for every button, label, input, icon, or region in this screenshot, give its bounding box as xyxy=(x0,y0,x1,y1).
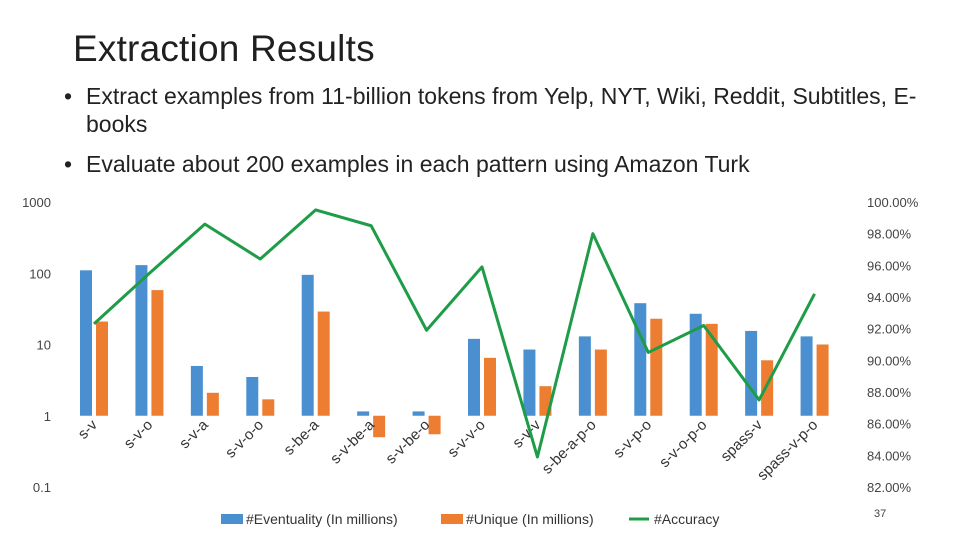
y-right-tick-label: 92.00% xyxy=(867,322,912,337)
category-label: s-v-p-o xyxy=(610,417,655,462)
category-label: s-v-o xyxy=(121,417,157,453)
y-right-tick-label: 86.00% xyxy=(867,417,912,432)
y-right-tick-label: 90.00% xyxy=(867,353,912,368)
category-label: s-v-v-o xyxy=(444,417,488,461)
category-label: spass-v xyxy=(717,416,766,465)
eventuality-bar xyxy=(190,365,203,416)
accuracy-line xyxy=(92,208,816,459)
y-right-tick-label: 96.00% xyxy=(867,258,912,273)
eventuality-bar xyxy=(412,411,425,416)
category-label: s-be-a-p-o xyxy=(539,417,600,478)
unique-bar xyxy=(262,399,275,416)
y-right-tick-label: 98.00% xyxy=(867,227,912,242)
category-label: s-v-a xyxy=(176,416,212,452)
y-left-tick-label: 1000 xyxy=(22,195,51,210)
eventuality-bar xyxy=(468,338,480,416)
bullet-list: • Extract examples from 11-billion token… xyxy=(64,82,924,190)
eventuality-bar xyxy=(80,270,92,416)
eventuality-bar xyxy=(301,274,314,416)
eventuality-bar xyxy=(135,265,148,416)
y-right-tick-label: 82.00% xyxy=(867,480,912,495)
category-label: s-v-o-p-o xyxy=(656,417,710,471)
eventuality-bar xyxy=(246,376,259,416)
unique-bar xyxy=(206,392,219,416)
category-label: s-v xyxy=(75,416,102,443)
unique-bar xyxy=(317,311,330,416)
eventuality-bar xyxy=(578,336,591,416)
bullet-text: Extract examples from 11-billion tokens … xyxy=(86,83,917,137)
y-left-tick-label: 0.1 xyxy=(33,480,51,495)
category-label: s-be-a xyxy=(280,416,323,459)
unique-bar xyxy=(761,360,774,416)
unique-bar xyxy=(650,318,663,416)
y-left-tick-label: 10 xyxy=(37,338,51,353)
unique-bar xyxy=(373,415,386,438)
legend-label: #Accuracy xyxy=(654,511,719,527)
y-right-tick-label: 88.00% xyxy=(867,385,912,400)
eventuality-bar xyxy=(745,330,758,416)
y-left-tick-label: 1 xyxy=(44,409,51,424)
y-right-tick-label: 84.00% xyxy=(867,448,912,463)
legend-swatch xyxy=(221,514,243,524)
bullet-item: • Extract examples from 11-billion token… xyxy=(64,82,924,138)
y-right-tick-label: 100.00% xyxy=(867,195,919,210)
category-label: s-v-be-a xyxy=(327,416,378,467)
bullet-dot-icon: • xyxy=(64,151,73,177)
bullet-dot-icon: • xyxy=(64,83,73,109)
y-right-tick-label: 94.00% xyxy=(867,290,912,305)
slide-title: Extraction Results xyxy=(73,28,375,69)
category-label: s-v-o-o xyxy=(222,417,267,462)
category-label: spass-v-p-o xyxy=(754,417,821,484)
category-label: s-v-be-o xyxy=(382,417,433,468)
eventuality-bar xyxy=(634,303,647,416)
unique-bar xyxy=(705,323,718,416)
eventuality-bar xyxy=(523,349,536,416)
legend-swatch xyxy=(441,514,463,524)
y-left-tick-label: 100 xyxy=(29,266,51,281)
eventuality-bar xyxy=(689,313,702,416)
bullet-text: Evaluate about 200 examples in each patt… xyxy=(86,151,750,177)
unique-bar xyxy=(151,290,164,416)
slide-number: 37 xyxy=(874,508,887,520)
eventuality-bar xyxy=(800,336,813,416)
unique-bar xyxy=(484,357,496,416)
unique-bar xyxy=(96,321,108,416)
legend-label: #Eventuality (In millions) xyxy=(246,511,398,527)
legend-label: #Unique (In millions) xyxy=(466,511,594,527)
bullet-item: • Evaluate about 200 examples in each pa… xyxy=(64,150,924,178)
eventuality-bar xyxy=(357,411,370,416)
unique-bar xyxy=(816,344,829,416)
unique-bar xyxy=(428,415,441,435)
unique-bar xyxy=(594,349,607,416)
